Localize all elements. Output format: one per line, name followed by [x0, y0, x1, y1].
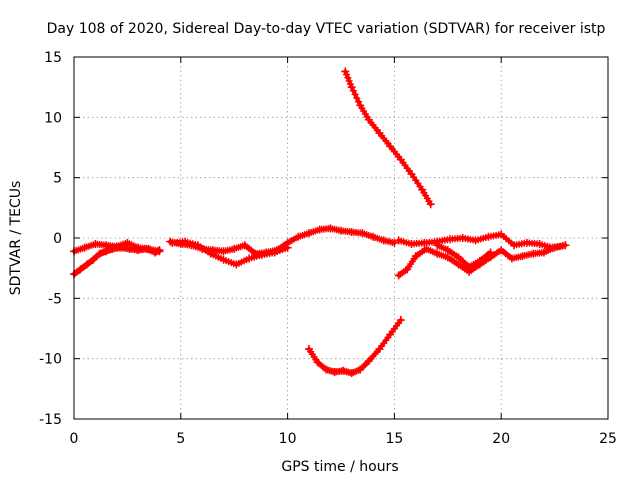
- data-points: [70, 67, 570, 378]
- y-tick-label: 15: [44, 50, 62, 66]
- series-band-afternoon-dip: [433, 241, 495, 271]
- series-band-afternoon-upper: [394, 230, 570, 252]
- x-axis-label: GPS time / hours: [281, 459, 398, 475]
- y-tick-label: -15: [39, 412, 62, 428]
- x-tick-label: 5: [176, 431, 185, 447]
- y-tick-label: 5: [53, 171, 62, 187]
- data-point: [426, 200, 435, 209]
- data-point: [356, 365, 365, 374]
- y-tick-label: 10: [44, 110, 62, 126]
- x-tick-label: 15: [385, 431, 403, 447]
- data-point-fill: [353, 94, 361, 102]
- series-arc-upper-decreasing: [341, 67, 435, 209]
- x-tick-label: 10: [279, 431, 297, 447]
- chart-title: Day 108 of 2020, Sidereal Day-to-day VTE…: [47, 21, 606, 37]
- series-band-morning: [70, 238, 164, 256]
- data-point-fill: [346, 80, 354, 88]
- data-point: [390, 238, 399, 247]
- y-tick-label: -10: [39, 352, 62, 368]
- data-point: [347, 83, 356, 92]
- data-point: [283, 243, 292, 252]
- data-point: [396, 316, 405, 325]
- data-point: [561, 241, 570, 250]
- x-tick-label: 20: [492, 431, 510, 447]
- data-point-fill: [345, 77, 353, 85]
- data-point: [347, 369, 356, 378]
- axis-ticks: 0 5 10 15 20 25 -15 -10 -5 0 5 10 15: [39, 50, 617, 447]
- y-tick-label: 0: [53, 231, 62, 247]
- y-axis-label: SDTVAR / TECUs: [8, 181, 24, 296]
- x-tick-label: 0: [70, 431, 79, 447]
- data-point: [155, 247, 164, 256]
- data-point-fill: [343, 71, 351, 79]
- series-arc-lower-bowl: [304, 316, 405, 378]
- data-point-fill: [349, 87, 357, 95]
- series-band: [343, 69, 433, 207]
- data-point-fill: [351, 90, 359, 98]
- data-point: [486, 248, 495, 257]
- series-band-midday-lower: [168, 237, 292, 269]
- data-point-fill: [344, 74, 352, 82]
- x-tick-label: 25: [599, 431, 617, 447]
- y-tick-label: -5: [48, 291, 62, 307]
